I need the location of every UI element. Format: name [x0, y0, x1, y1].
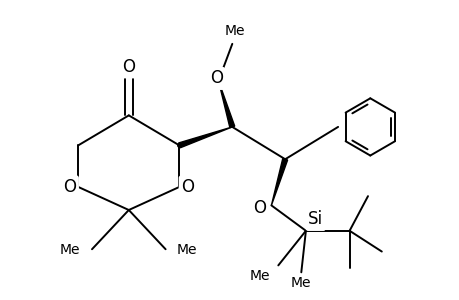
Text: Si: Si — [308, 211, 323, 229]
Text: Me: Me — [60, 243, 80, 257]
Text: O: O — [181, 178, 194, 196]
Text: O: O — [252, 199, 265, 217]
Text: Me: Me — [224, 24, 244, 38]
Text: Me: Me — [249, 269, 269, 283]
Text: Me: Me — [291, 276, 311, 290]
Text: O: O — [63, 178, 76, 196]
Polygon shape — [218, 81, 234, 128]
Polygon shape — [271, 158, 287, 206]
Text: O: O — [122, 58, 135, 76]
Text: O: O — [209, 70, 222, 88]
Polygon shape — [178, 127, 232, 148]
Text: Me: Me — [177, 243, 197, 257]
